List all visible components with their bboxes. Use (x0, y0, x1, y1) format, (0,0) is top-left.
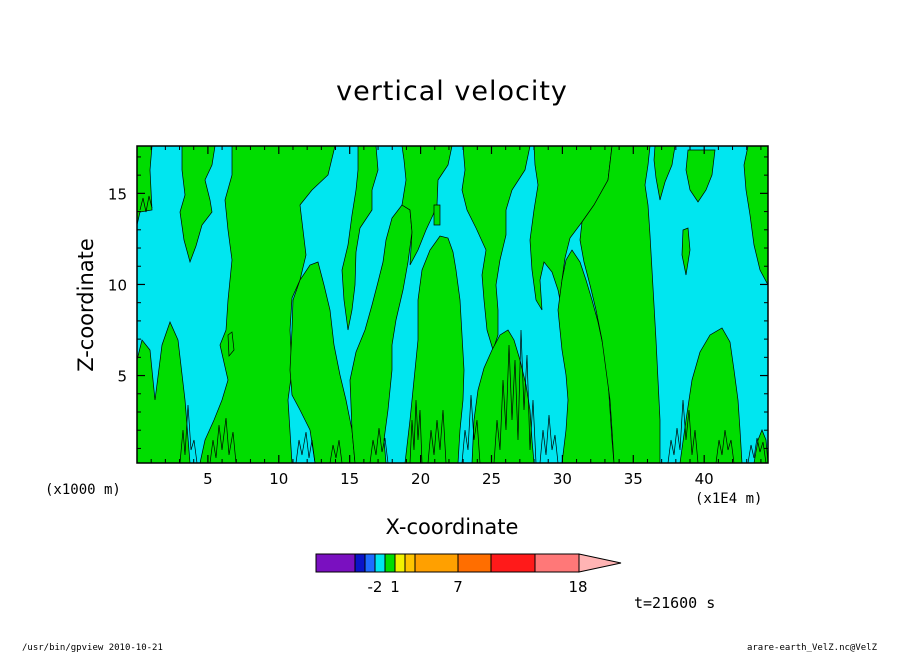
x-axis-ticks: 5 10 15 20 25 30 35 40 (150, 146, 762, 488)
updraft-region-9 (404, 235, 465, 463)
x-axis-unit: (x1000 m) (45, 482, 121, 498)
colorbar-segment (364, 553, 376, 573)
x-tick-label: 35 (624, 470, 643, 488)
updraft-region-15 (653, 146, 676, 201)
colorbar-segment (354, 553, 366, 573)
updraft-region-2 (137, 321, 191, 463)
colorbar: -2 1 7 18 (315, 553, 622, 596)
y-tick-label: 15 (108, 185, 127, 203)
colorbar-tick-label: -2 (368, 578, 383, 596)
x-tick-label: 5 (203, 470, 213, 488)
time-label: t=21600 s (634, 594, 716, 612)
updraft-region-17 (679, 327, 743, 463)
colorbar-tick-label: 1 (390, 578, 400, 596)
colorbar-segment (457, 553, 492, 573)
updraft-region-1 (137, 146, 153, 226)
colorbar-segment (374, 553, 386, 573)
footer-command: /usr/bin/gpview 2010-10-21 (22, 643, 163, 653)
x-tick-label: 20 (411, 470, 430, 488)
updraft-region-5 (289, 261, 356, 463)
x-tick-label: 10 (269, 470, 288, 488)
x-tick-label: 40 (695, 470, 714, 488)
x-tick-label: 15 (340, 470, 359, 488)
colorbar-tick-label: 18 (568, 578, 587, 596)
updraft-region-6 (341, 146, 379, 331)
colorbar-extend-triangle (578, 553, 622, 573)
updraft-region-18 (743, 146, 768, 286)
y-axis-label: Z-coordinate (74, 238, 98, 372)
updraft-blob-3 (227, 331, 235, 357)
plot-frame (136, 145, 769, 464)
x-tick-label: 30 (553, 470, 572, 488)
chart-title: vertical velocity (336, 76, 568, 107)
updraft-region-14 (579, 146, 661, 463)
colorbar-tick-label: 7 (453, 578, 463, 596)
updraft-blob-2 (433, 204, 441, 226)
updraft-region-3 (179, 146, 216, 264)
footer-source: arare-earth_VelZ.nc@VelZ (746, 643, 877, 653)
y-tick-label: 5 (117, 368, 127, 386)
surface-contour-noise (139, 195, 767, 463)
x-tick-label: 25 (482, 470, 501, 488)
updraft-region-16 (685, 149, 716, 203)
x-axis-label: X-coordinate (385, 515, 519, 539)
x-axis-scale-note: (x1E4 m) (695, 491, 763, 507)
y-tick-label: 10 (108, 276, 127, 294)
velocity-field (137, 146, 768, 463)
updraft-blob-1 (681, 227, 691, 276)
updraft-region-4 (199, 146, 336, 463)
colorbar-segment (315, 553, 356, 573)
updraft-region-8 (401, 146, 453, 266)
colorbar-segment (414, 553, 459, 573)
colorbar-segment (534, 553, 580, 573)
colorbar-segment (394, 553, 406, 573)
colorbar-segment (384, 553, 396, 573)
updraft-region-7 (349, 204, 413, 463)
colorbar-segment (490, 553, 536, 573)
y-axis-ticks: 5 10 15 (108, 156, 768, 449)
colorbar-segment (404, 553, 416, 573)
updraft-region-10 (461, 146, 531, 352)
